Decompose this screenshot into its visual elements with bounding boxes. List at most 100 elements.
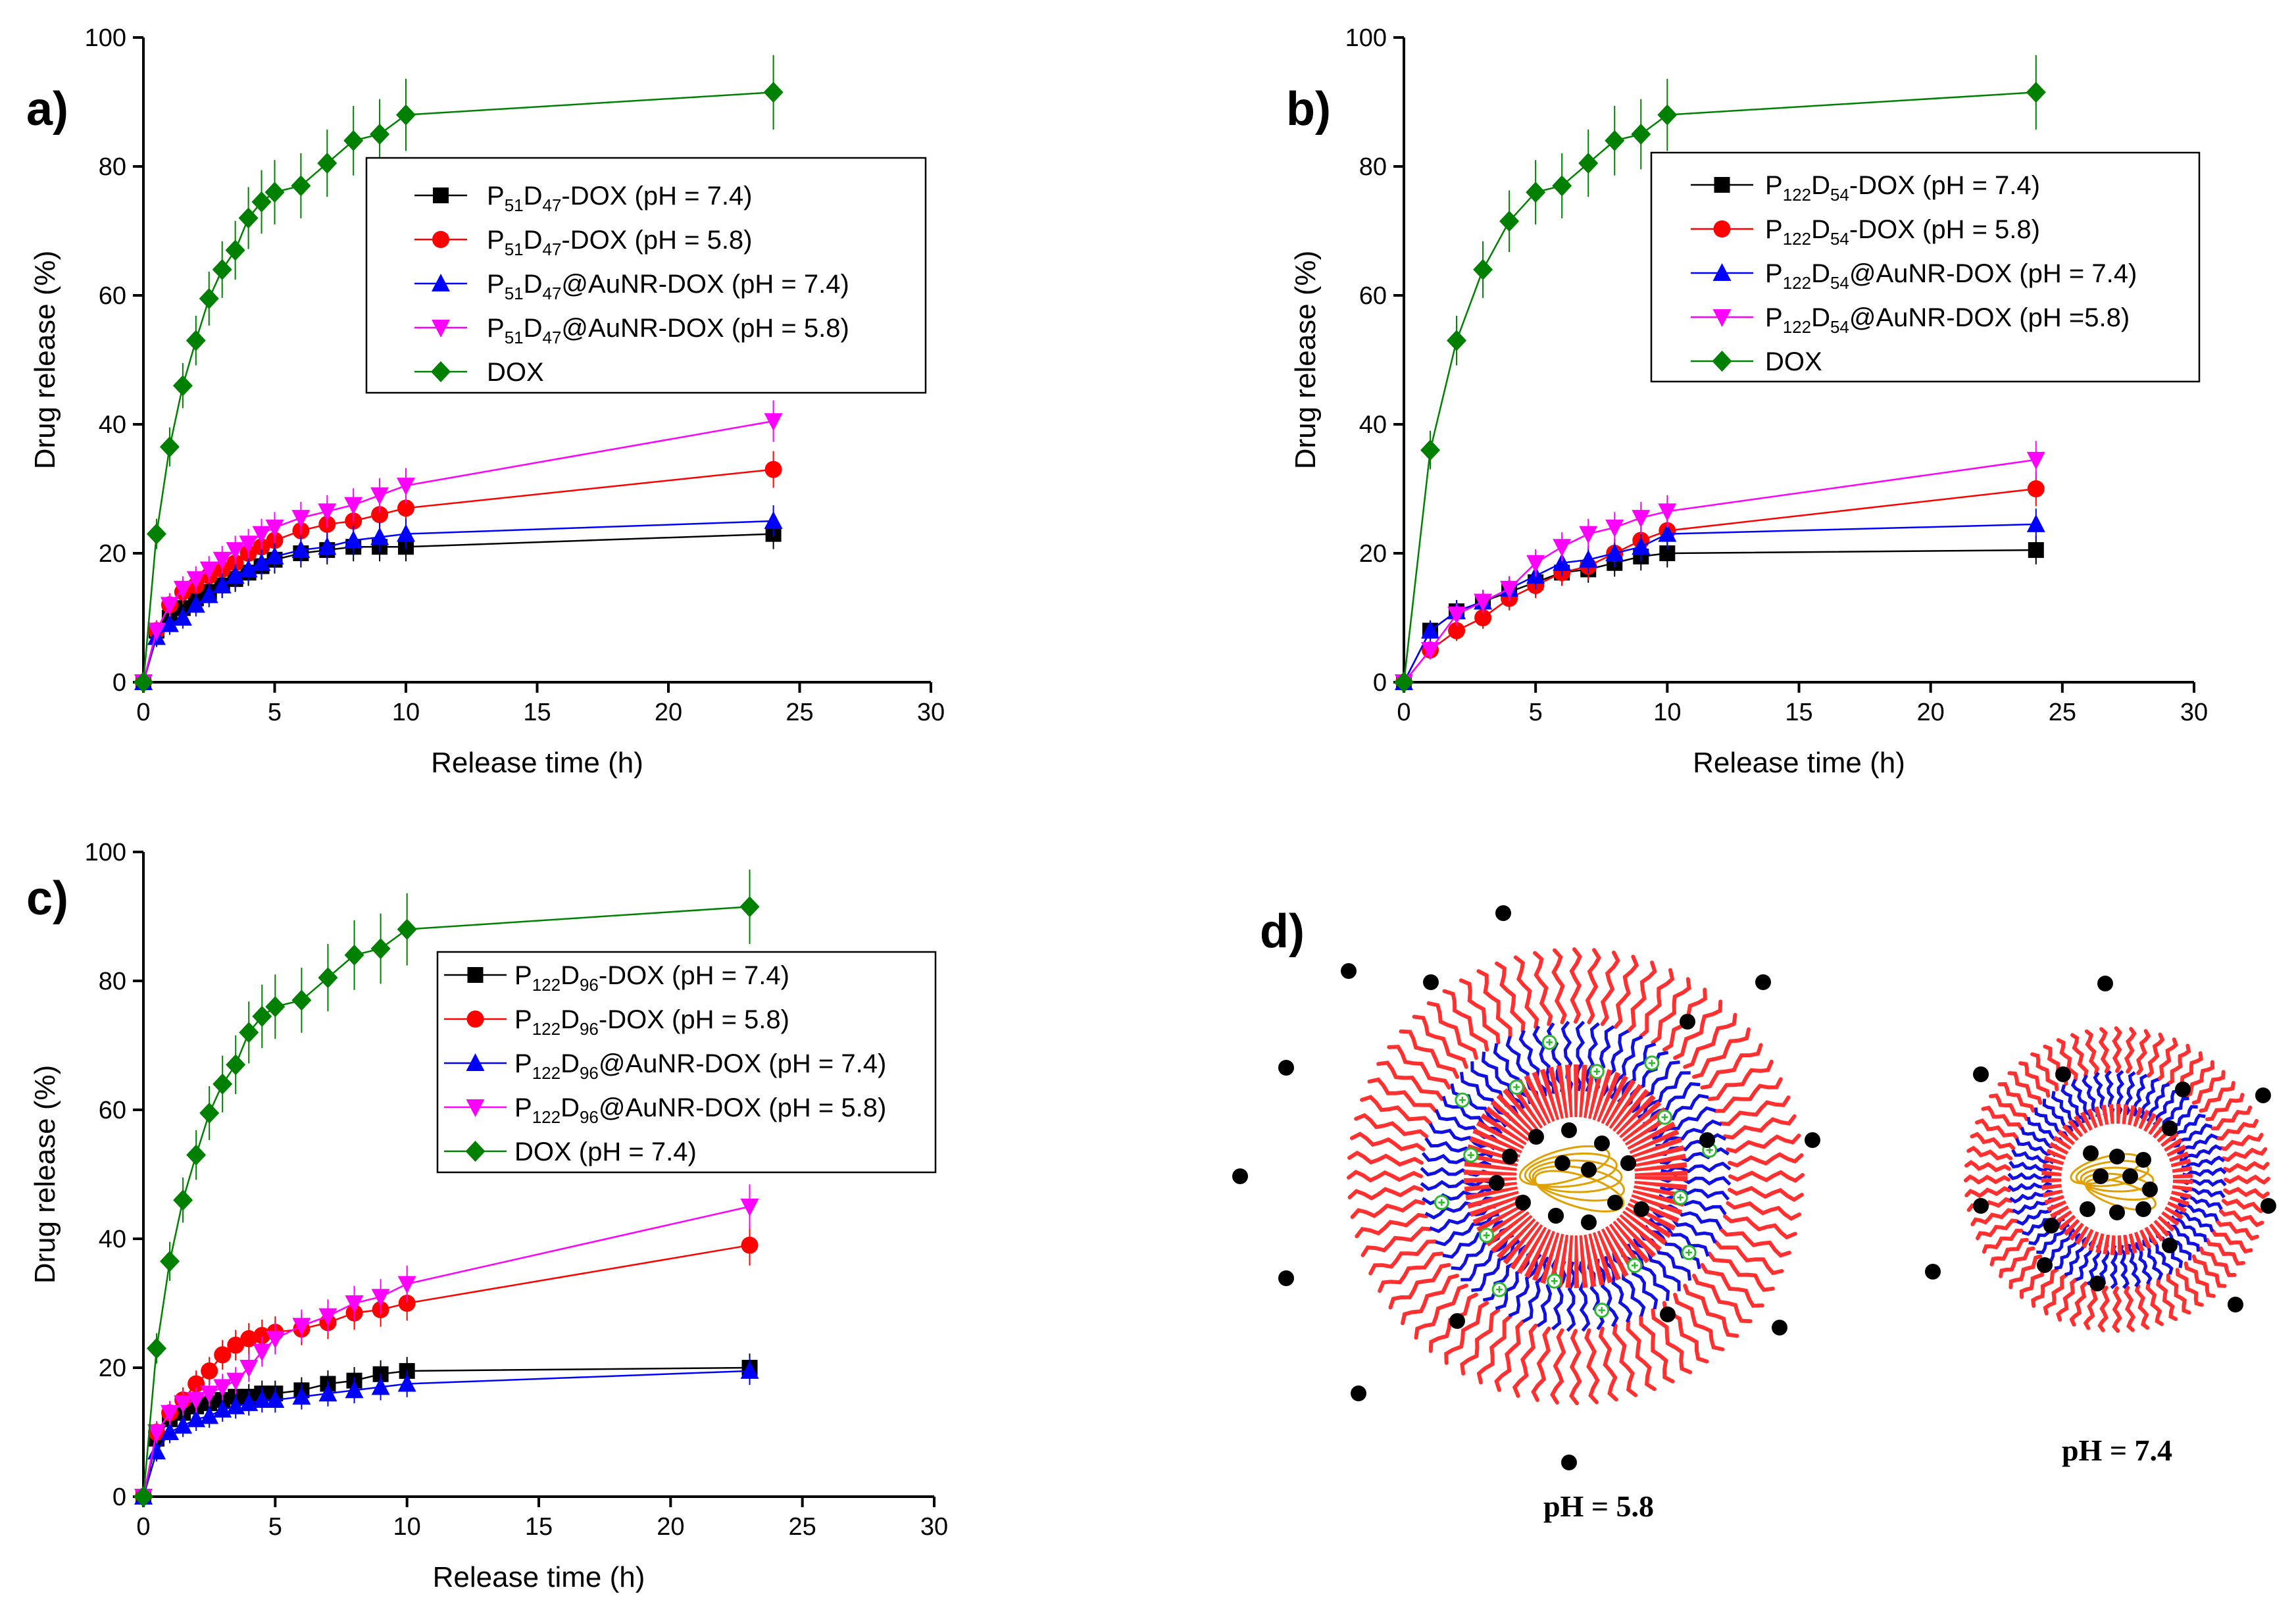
- shell-chain: [1584, 1022, 1600, 1093]
- corona-chain: [1639, 1314, 1675, 1384]
- corona-chain: [1982, 1228, 2024, 1254]
- x-tick-label: 20: [655, 699, 682, 726]
- shell-chain: [1637, 1071, 1691, 1120]
- corona-chain: [1531, 1326, 1551, 1403]
- y-tick-label: 20: [1359, 540, 1387, 568]
- series-line: [1403, 523, 2036, 683]
- data-point: [764, 413, 783, 432]
- shell-chain: [2174, 1209, 2214, 1233]
- x-tick-label: 0: [1397, 699, 1410, 726]
- corona-chain: [2205, 1093, 2245, 1122]
- drug-dot: [1489, 1175, 1505, 1191]
- shell-chain: [2007, 1172, 2052, 1181]
- plus-sign: [1483, 1232, 1490, 1239]
- data-point: [253, 1390, 272, 1408]
- data-point: [227, 1336, 245, 1354]
- plus-sign: [1598, 1307, 1605, 1314]
- core-ring: [2041, 1104, 2193, 1255]
- shell-chain: [1660, 1161, 1732, 1174]
- data-point: [266, 1330, 285, 1349]
- corona-chain: [1378, 1251, 1444, 1293]
- drug-dot: [1495, 905, 1511, 921]
- data-point: [265, 546, 284, 564]
- drug-dot: [2135, 1201, 2151, 1217]
- corona-chain: [2056, 1278, 2078, 1322]
- y-tick-label: 40: [1359, 411, 1387, 439]
- corona-chain: [1495, 961, 1526, 1034]
- legend-marker: [432, 274, 450, 291]
- corona-chain: [2224, 1174, 2270, 1185]
- corona-chain: [1598, 1326, 1618, 1402]
- data-point: [318, 1308, 337, 1326]
- corona-chain: [1460, 1308, 1501, 1376]
- corona-chain: [1700, 1262, 1764, 1308]
- data-point: [212, 551, 232, 570]
- legend-entry: P122D96@AuNR-DOX (pH = 7.4): [514, 1049, 886, 1083]
- gold-nanorod: [2075, 1160, 2149, 1187]
- drug-dot: [1278, 1270, 1294, 1286]
- x-tick-label: 30: [917, 699, 945, 726]
- data-point: [764, 511, 783, 529]
- shell-chain: [2127, 1243, 2141, 1288]
- data-point: [199, 287, 219, 309]
- corona-chain: [1718, 1095, 1791, 1126]
- data-point: [264, 182, 285, 203]
- data-point: [226, 1054, 246, 1076]
- x-tick-label: 25: [2049, 699, 2076, 726]
- corona-chain: [2124, 1027, 2137, 1074]
- data-point: [186, 595, 205, 613]
- corona-chain: [1726, 1201, 1802, 1221]
- corona-chain: [1426, 1001, 1478, 1060]
- corona-chain: [1414, 1284, 1468, 1340]
- legend-marker: [465, 1141, 486, 1162]
- data-point: [225, 239, 245, 261]
- data-point: [397, 524, 415, 542]
- data-point: [370, 938, 391, 959]
- corona-chain: [2175, 1268, 2204, 1307]
- corona-chain: [1613, 955, 1639, 1029]
- drug-dot: [2093, 1168, 2109, 1184]
- shell-chain: [1420, 1178, 1491, 1191]
- data-point: [345, 1380, 364, 1399]
- shell-chain: [2182, 1167, 2227, 1178]
- data-point: [1474, 609, 1492, 626]
- corona-chain: [1354, 1112, 1428, 1139]
- corona-chain: [2221, 1199, 2268, 1214]
- corona-chain: [2199, 1246, 2237, 1278]
- corona-chain: [1673, 1293, 1725, 1351]
- series-line: [1403, 549, 2036, 683]
- data-point: [318, 967, 338, 989]
- corona-chain: [1476, 969, 1512, 1038]
- data-point: [186, 330, 206, 351]
- data-point: [1526, 182, 1546, 203]
- x-tick-label: 15: [523, 699, 551, 726]
- x-tick-label: 20: [1917, 699, 1945, 726]
- data-point: [160, 1251, 180, 1272]
- schematic-panel-d: d) pH = 5.8 pH = 7.4: [1232, 905, 2276, 1523]
- data-point: [174, 1416, 193, 1434]
- corona-chain: [1350, 1199, 1426, 1219]
- corona-chain: [1444, 1301, 1489, 1365]
- corona-chain: [2223, 1160, 2270, 1174]
- corona-chain: [1707, 1251, 1775, 1292]
- gold-nanorod: [1528, 1159, 1623, 1193]
- corona-chain: [1728, 1185, 1804, 1202]
- x-tick-label: 5: [268, 1513, 282, 1541]
- y-tick-label: 60: [99, 1097, 126, 1124]
- shell-chain: [2119, 1245, 2130, 1289]
- corona-chain: [2134, 1284, 2150, 1330]
- data-point: [292, 1318, 311, 1336]
- drug-dot: [1548, 1208, 1564, 1224]
- shell-chain: [1493, 1043, 1532, 1105]
- corona-chain: [1714, 1239, 1784, 1276]
- corona-chain: [1367, 1077, 1437, 1113]
- data-point: [214, 1346, 232, 1364]
- drug-dot: [2260, 1198, 2276, 1214]
- plus-sign: [1593, 1068, 1601, 1075]
- corona-chain: [1368, 1239, 1437, 1276]
- plus-sign: [1685, 1249, 1693, 1256]
- data-point: [1632, 510, 1651, 528]
- corona-chain: [2218, 1133, 2264, 1151]
- data-point: [318, 503, 337, 522]
- corona-chain: [1700, 1043, 1763, 1090]
